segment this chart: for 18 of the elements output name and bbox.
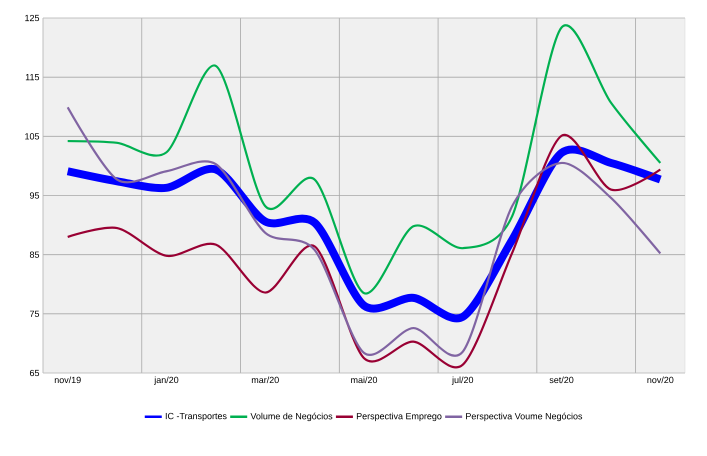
x-tick-label: nov/20 xyxy=(647,376,674,384)
legend-label: Volume de Negócios xyxy=(250,412,332,422)
y-tick-label: 115 xyxy=(26,74,40,80)
x-tick-label: set/20 xyxy=(550,376,574,384)
x-tick-label: mai/20 xyxy=(351,376,378,384)
y-tick-label: 75 xyxy=(30,310,40,317)
y-tick-label: 125 xyxy=(25,14,40,22)
x-tick-label: jan/20 xyxy=(154,376,178,385)
y-tick-label: 105 xyxy=(25,133,40,140)
y-tick-label: 65 xyxy=(30,370,40,376)
x-tick-label: nov/19 xyxy=(54,376,81,384)
legend-label: IC -Transportes xyxy=(166,412,227,421)
x-tick-label: jul/20 xyxy=(452,376,474,385)
y-tick-label: 95 xyxy=(30,192,40,199)
y-tick-label: 85 xyxy=(30,251,40,258)
legend-label: Perspectiva Emprego xyxy=(356,412,442,422)
legend-label: Perspectiva Voume Negócios xyxy=(466,412,582,422)
x-tick-label: mar/20 xyxy=(252,376,279,384)
